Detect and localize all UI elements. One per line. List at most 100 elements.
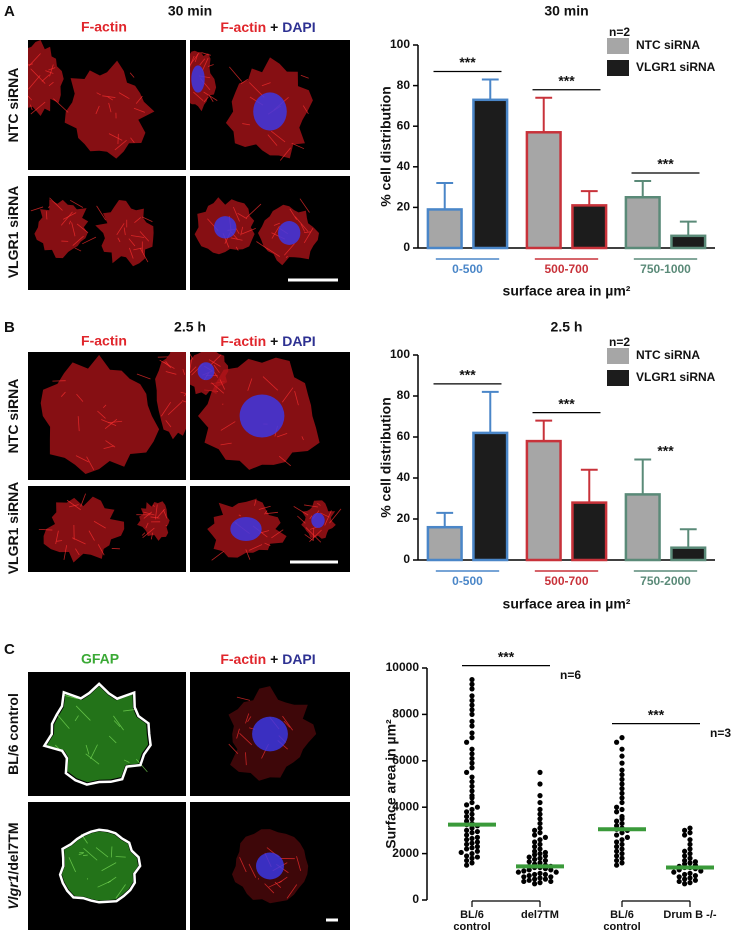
significance-label: *** <box>648 706 665 722</box>
data-point <box>469 760 475 766</box>
data-point <box>537 875 543 881</box>
data-point <box>526 877 532 883</box>
cell <box>61 831 139 901</box>
data-point <box>469 783 475 789</box>
data-point <box>464 813 470 820</box>
data-point <box>464 857 470 864</box>
fiber <box>213 371 219 378</box>
fiber <box>110 846 113 858</box>
x-tick-label: 0-500 <box>452 574 483 588</box>
nucleus <box>214 216 237 239</box>
fiber <box>145 522 149 529</box>
data-point <box>614 818 620 824</box>
data-point <box>526 873 532 879</box>
data-point <box>458 849 464 856</box>
x-tick-label: control <box>453 921 490 933</box>
data-point <box>532 827 538 834</box>
fiber <box>239 857 247 873</box>
data-point <box>521 874 527 880</box>
fiber <box>279 147 291 161</box>
data-point <box>687 880 693 886</box>
fiber <box>150 516 160 519</box>
fiber <box>283 720 291 728</box>
micrograph <box>28 40 186 170</box>
data-point <box>464 809 470 815</box>
fiber <box>238 514 242 517</box>
bar <box>525 439 562 562</box>
row-label-part: VLGR1 siRNA <box>5 482 21 575</box>
fiber <box>108 133 123 141</box>
fiber <box>235 227 240 234</box>
data-point <box>687 841 693 847</box>
data-point <box>537 880 543 886</box>
fiber <box>194 53 199 63</box>
fiber <box>62 212 77 220</box>
data-point <box>469 795 475 801</box>
header-part: DAPI <box>282 651 315 667</box>
fiber <box>30 206 44 212</box>
nucleus <box>253 92 287 131</box>
micrograph-content <box>190 352 350 480</box>
annotation: n=6 <box>560 668 581 682</box>
fiber <box>302 105 309 115</box>
data-point <box>692 877 699 883</box>
data-point <box>614 853 620 859</box>
fiber <box>294 216 309 232</box>
x-tick-label: 0-500 <box>452 262 483 276</box>
fiber <box>45 211 48 220</box>
legend-label: NTC siRNA <box>636 348 700 362</box>
data-point <box>464 841 470 847</box>
data-point <box>682 848 688 854</box>
fiber <box>297 515 306 524</box>
header-part: F-actin <box>220 651 266 667</box>
data-point <box>532 881 538 887</box>
legend-label: VLGR1 siRNA <box>636 370 716 384</box>
fiber <box>75 705 91 721</box>
x-axis-label: surface area in µm² <box>503 283 631 299</box>
fiber <box>56 540 63 542</box>
fiber <box>30 101 46 115</box>
fiber <box>165 371 177 375</box>
data-point <box>619 820 625 827</box>
fiber <box>239 732 253 746</box>
fiber <box>264 542 271 546</box>
fiber <box>30 68 46 84</box>
fiber <box>45 70 54 74</box>
fiber <box>93 520 106 529</box>
x-tick-label: BL/6 <box>460 909 484 921</box>
y-axis-label: Surface area in µm² <box>383 719 399 849</box>
fiber <box>245 549 251 560</box>
fiber <box>265 511 279 515</box>
fiber <box>135 95 143 104</box>
fiber <box>282 715 293 731</box>
fiber <box>28 95 33 101</box>
fiber <box>262 376 279 391</box>
data-point <box>537 846 543 852</box>
data-point <box>619 753 625 759</box>
nucleus <box>197 362 215 381</box>
fiber <box>113 715 124 731</box>
data-point <box>537 793 543 799</box>
fiber <box>48 81 54 87</box>
data-point <box>682 881 688 887</box>
fiber <box>241 227 256 235</box>
data-point <box>687 851 693 857</box>
data-point <box>692 873 699 879</box>
fiber <box>304 504 318 508</box>
chart-title: 2.5 h <box>551 319 583 335</box>
data-point <box>537 870 543 876</box>
row-label: NTC siRNA <box>5 379 21 454</box>
data-point <box>469 860 475 866</box>
fiber <box>55 530 59 545</box>
fiber <box>281 387 294 403</box>
fiber <box>141 216 153 222</box>
row-label-part: NTC siRNA <box>5 379 21 454</box>
data-point <box>537 820 543 827</box>
fiber <box>83 854 88 856</box>
y-tick-label: 4000 <box>392 799 419 813</box>
data-point <box>469 730 475 736</box>
data-point <box>698 868 704 874</box>
data-point <box>619 767 625 773</box>
fiber <box>60 391 66 397</box>
header-part: + <box>270 19 278 35</box>
